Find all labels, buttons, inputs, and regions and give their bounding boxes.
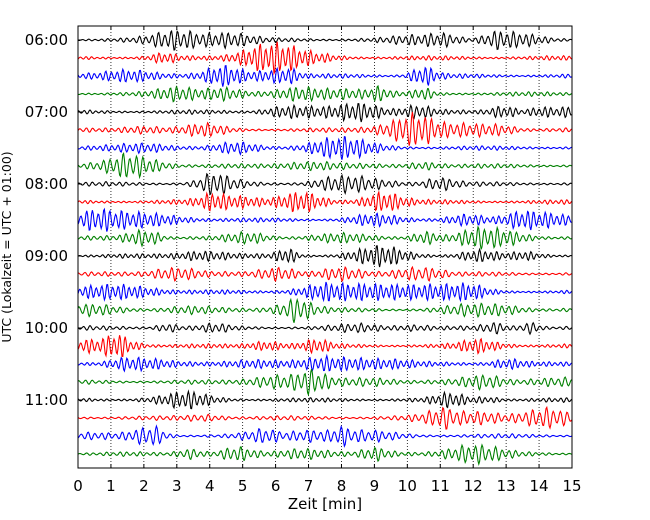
trace-0645 [77,84,572,103]
x-tick-label: 2 [139,477,149,495]
x-tick-label: 8 [337,477,347,495]
trace-0915 [77,265,572,283]
trace-1145 [77,443,572,466]
x-tick-label: 3 [172,477,182,495]
x-tick-label: 9 [370,477,380,495]
trace-0945 [77,297,572,323]
trace-0900 [77,245,572,268]
trace-0730 [77,135,572,160]
y-tick-label: 08:00 [25,175,68,193]
trace-0615 [77,41,572,76]
trace-0745 [77,151,572,180]
y-tick-label: 11:00 [25,391,68,409]
x-tick-label: 11 [431,477,450,495]
x-tick-label: 6 [271,477,281,495]
trace-1100 [77,389,573,410]
trace-0715 [77,111,572,146]
y-tick-label: 09:00 [25,247,68,265]
trace-0600 [77,29,572,51]
x-tick-label: 7 [304,477,314,495]
x-axis-ticks: 0 1 2 3 4 5 6 7 8 9 10 11 12 13 14 15 [73,26,582,495]
seismic-traces [77,29,573,466]
y-axis-ticks: 06:00 07:00 08:00 09:00 10:00 11:00 [25,31,82,409]
trace-0700 [77,102,572,123]
trace-0845 [77,225,572,250]
trace-0630 [77,65,572,87]
x-tick-label: 4 [205,477,215,495]
trace-1030 [77,353,572,373]
x-tick-label: 1 [106,477,116,495]
trace-0930 [77,281,573,303]
trace-0800 [77,172,572,196]
trace-1045 [77,369,573,397]
y-tick-label: 07:00 [25,103,68,121]
x-tick-label: 15 [562,477,581,495]
y-tick-label: 06:00 [25,31,68,49]
trace-1000 [77,321,572,336]
plot-frame [77,25,573,469]
x-tick-label: 5 [238,477,248,495]
trace-0830 [77,207,572,232]
y-axis-label: UTC (Lokalzeit = UTC + 01:00) [0,151,14,342]
x-tick-label: 0 [73,477,83,495]
y-tick-label: 10:00 [25,319,68,337]
x-tick-label: 13 [497,477,516,495]
x-tick-label: 14 [530,477,549,495]
trace-1130 [77,424,572,448]
x-tick-label: 10 [398,477,417,495]
trace-1015 [77,335,573,358]
x-axis-label: Zeit [min] [288,495,362,513]
trace-1115 [77,405,573,430]
x-tick-label: 12 [464,477,483,495]
trace-0815 [77,190,573,213]
